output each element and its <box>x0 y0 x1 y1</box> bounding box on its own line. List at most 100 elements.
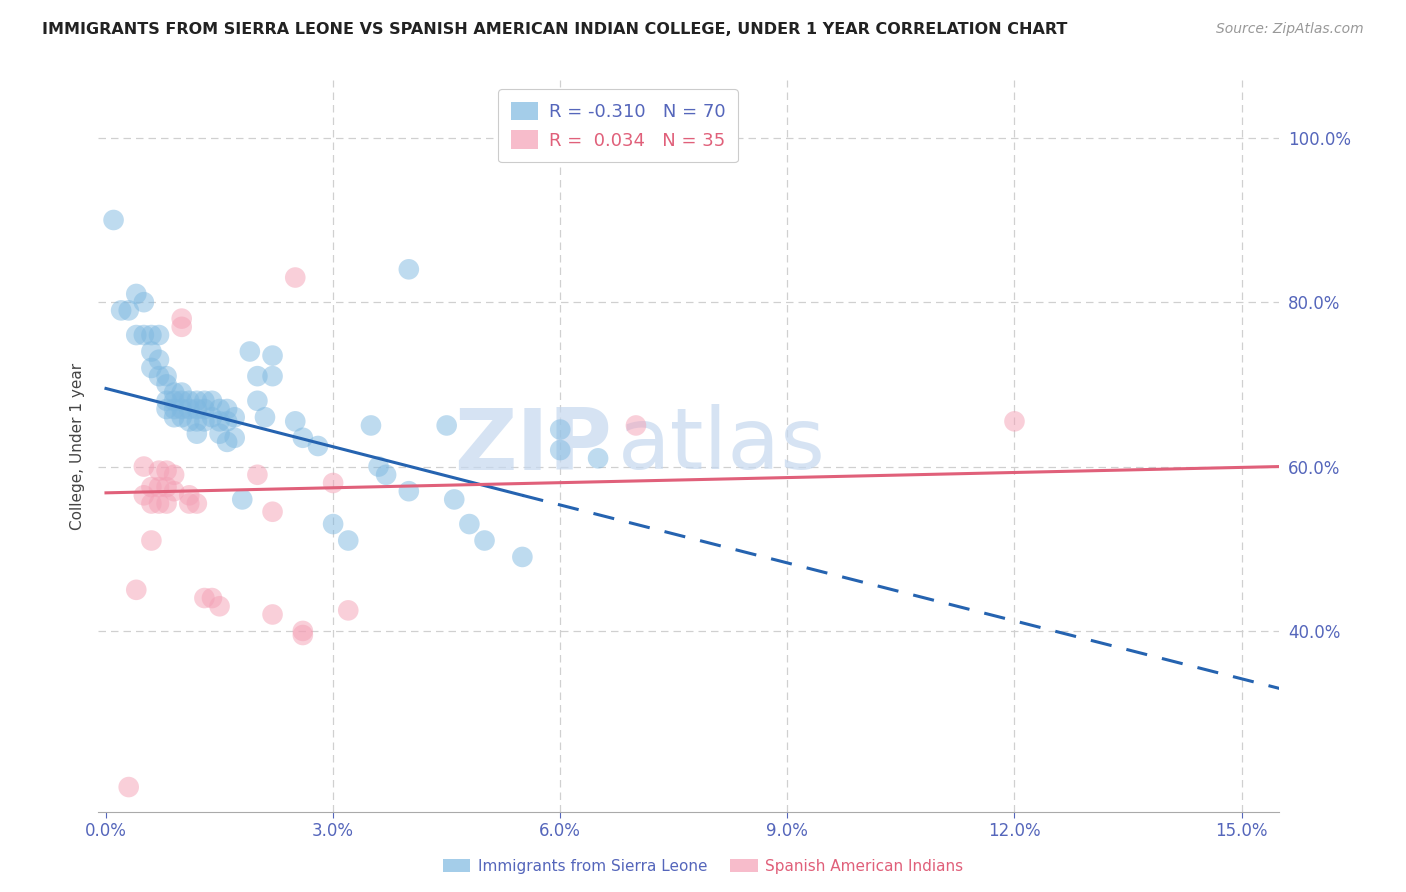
Point <box>262 349 284 363</box>
Point <box>125 287 148 301</box>
Point <box>132 328 155 343</box>
Point <box>284 270 307 285</box>
Text: ZIP: ZIP <box>454 404 612 488</box>
Point <box>322 475 344 490</box>
Point <box>179 414 201 428</box>
Point <box>217 402 239 417</box>
Point <box>208 402 231 417</box>
Point <box>193 393 215 408</box>
Point <box>1004 414 1026 428</box>
Point <box>186 414 208 428</box>
Point <box>307 439 329 453</box>
Point <box>118 780 141 794</box>
Point <box>132 459 155 474</box>
Legend: Immigrants from Sierra Leone, Spanish American Indians: Immigrants from Sierra Leone, Spanish Am… <box>436 853 970 880</box>
Point <box>193 402 215 417</box>
Point <box>208 599 231 614</box>
Point <box>512 549 534 564</box>
Point <box>163 385 186 400</box>
Point <box>163 410 186 425</box>
Point <box>262 505 284 519</box>
Point <box>155 464 177 478</box>
Point <box>246 369 269 384</box>
Point <box>367 459 389 474</box>
Point <box>148 464 170 478</box>
Point <box>360 418 382 433</box>
Point <box>231 492 253 507</box>
Point <box>141 360 163 375</box>
Y-axis label: College, Under 1 year: College, Under 1 year <box>70 362 86 530</box>
Point <box>201 410 224 425</box>
Point <box>163 467 186 482</box>
Point <box>118 303 141 318</box>
Point <box>148 496 170 510</box>
Point <box>170 402 193 417</box>
Point <box>170 385 193 400</box>
Point <box>155 496 177 510</box>
Point <box>155 393 177 408</box>
Point <box>337 533 360 548</box>
Point <box>186 402 208 417</box>
Point <box>208 426 231 441</box>
Point <box>224 431 246 445</box>
Point <box>443 492 465 507</box>
Point <box>163 393 186 408</box>
Point <box>246 393 269 408</box>
Point <box>322 517 344 532</box>
Text: IMMIGRANTS FROM SIERRA LEONE VS SPANISH AMERICAN INDIAN COLLEGE, UNDER 1 YEAR CO: IMMIGRANTS FROM SIERRA LEONE VS SPANISH … <box>42 22 1067 37</box>
Point <box>155 402 177 417</box>
Point <box>217 414 239 428</box>
Point <box>132 295 155 310</box>
Point <box>208 414 231 428</box>
Point <box>262 369 284 384</box>
Point <box>398 262 420 277</box>
Point <box>170 393 193 408</box>
Point <box>224 410 246 425</box>
Point <box>186 426 208 441</box>
Point <box>148 328 170 343</box>
Text: atlas: atlas <box>619 404 827 488</box>
Point <box>458 517 481 532</box>
Point <box>201 591 224 605</box>
Point <box>624 418 647 433</box>
Point <box>186 393 208 408</box>
Point <box>201 393 224 408</box>
Point <box>548 443 571 458</box>
Point <box>474 533 496 548</box>
Legend: R = -0.310   N = 70, R =  0.034   N = 35: R = -0.310 N = 70, R = 0.034 N = 35 <box>498 89 738 162</box>
Point <box>125 582 148 597</box>
Point <box>262 607 284 622</box>
Point <box>170 410 193 425</box>
Point <box>141 328 163 343</box>
Point <box>163 484 186 499</box>
Point <box>239 344 262 359</box>
Point <box>132 488 155 502</box>
Point <box>141 496 163 510</box>
Point <box>586 451 609 466</box>
Point <box>193 591 215 605</box>
Point <box>155 480 177 494</box>
Point <box>253 410 276 425</box>
Point <box>148 480 170 494</box>
Text: Source: ZipAtlas.com: Source: ZipAtlas.com <box>1216 22 1364 37</box>
Point <box>155 377 177 392</box>
Point <box>398 484 420 499</box>
Point <box>179 488 201 502</box>
Point <box>246 467 269 482</box>
Point <box>548 423 571 437</box>
Point <box>337 603 360 617</box>
Point <box>103 213 125 227</box>
Point <box>291 628 314 642</box>
Point <box>148 369 170 384</box>
Point <box>179 496 201 510</box>
Point <box>125 328 148 343</box>
Point <box>141 533 163 548</box>
Point <box>155 369 177 384</box>
Point <box>284 414 307 428</box>
Point <box>179 393 201 408</box>
Point <box>291 431 314 445</box>
Point <box>141 480 163 494</box>
Point <box>179 402 201 417</box>
Point <box>186 496 208 510</box>
Point <box>436 418 458 433</box>
